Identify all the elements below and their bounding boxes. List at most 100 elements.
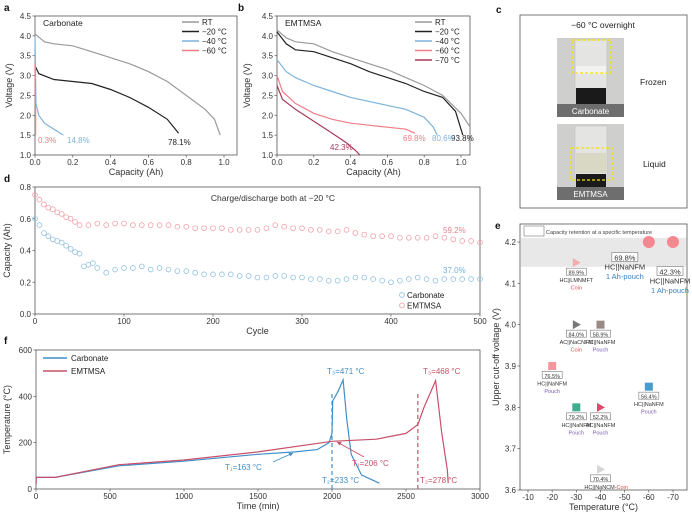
data-point-emtmsa (147, 222, 154, 228)
square-marker (548, 362, 557, 370)
x-tick-label: -40 (595, 493, 607, 502)
x-tick-label: 0.4 (105, 158, 117, 167)
cell-system: HC||NaNFM (537, 382, 567, 388)
data-point-emtmsa (272, 222, 279, 228)
data-point-emtmsa (468, 238, 474, 244)
retention-box (611, 252, 639, 262)
data-point-carbonate (112, 266, 118, 273)
y-tick-label: 4.0 (505, 321, 517, 330)
frozen-label: Frozen (640, 77, 667, 87)
chart-title: Charge/discharge both at −20 °C (211, 193, 335, 203)
y-tick-label: 4.5 (262, 12, 274, 21)
cell-system: HC||NaNFM (650, 277, 691, 286)
retention-value: 76.5% (544, 374, 560, 380)
series-line-60C (34, 63, 37, 136)
data-point-emtmsa (103, 222, 109, 228)
retention-box (590, 329, 611, 338)
emtmsa-vial-label: EMTMSA (573, 190, 608, 199)
vial-glass (574, 39, 608, 91)
legend-marker (399, 302, 405, 309)
y-tick-label: 4.1 (505, 279, 517, 288)
retention-value: 58.9% (593, 333, 609, 339)
panel-label-b: b (238, 3, 244, 14)
y-tick-label: 2.5 (262, 91, 274, 100)
legend-label: EMTMSA (71, 367, 106, 376)
data-point-emtmsa (281, 223, 288, 230)
series-line-70C (276, 85, 361, 156)
series-line-carbonate (35, 377, 380, 485)
data-point-emtmsa (112, 220, 118, 227)
data-point-carbonate (343, 276, 350, 282)
data-point-emtmsa (343, 227, 350, 233)
retention-value: 42.3% (659, 268, 681, 277)
panel-c-title: −60 °C overnight (571, 20, 635, 30)
x-tick-label: 500 (103, 492, 117, 501)
y-axis-title: Upper cut-off voltage (V) (491, 308, 501, 406)
legend-marker (399, 292, 405, 298)
x-tick-label: 0.4 (345, 158, 357, 167)
panel-c-photos: −60 °C overnight Carbonate Frozen EMTMSA… (519, 14, 688, 209)
data-point-carbonate (58, 239, 65, 246)
data-point-emtmsa (76, 222, 83, 228)
y-tick-label: 2.0 (262, 111, 274, 120)
data-point-emtmsa (414, 235, 421, 241)
panel-e-chart: -10 -20 -30 -40 -50 -60 -70 3.6 3.7 3.8 3.9 4.0 4.1 4… (491, 223, 691, 512)
data-point-carbonate (219, 271, 225, 278)
data-point-carbonate (76, 250, 83, 257)
x-tick-label: -20 (546, 493, 558, 502)
legend-box (523, 225, 545, 237)
retention-box (566, 267, 587, 276)
data-point-carbonate (94, 265, 101, 271)
data-point-emtmsa (121, 220, 127, 227)
data-point-carbonate (63, 242, 69, 249)
cell-format: Pouch (593, 348, 609, 354)
x-tick-label: 500 (473, 317, 487, 326)
x-tick-label: -60 (643, 493, 655, 502)
y-tick-label: 3.8 (505, 403, 517, 412)
x-tick-label: 3000 (471, 492, 489, 501)
data-point-carbonate (405, 276, 412, 282)
y-tick-label: 3.5 (20, 52, 32, 61)
data-point-emtmsa (325, 228, 332, 235)
data-point-emtmsa (352, 230, 359, 236)
panel-label-a: a (4, 3, 10, 14)
data-point-carbonate (388, 279, 394, 286)
series-line-RT (276, 29, 471, 128)
retention-value: 79.2% (569, 415, 585, 421)
data-point-carbonate (147, 266, 154, 273)
panel-b-chart: 0.0 0.2 0.4 0.6 0.8 1.0 1.0 1.5 2.0 2.5 3.0 3.5 4.0 4… (242, 12, 474, 177)
y-tick-label: 1.5 (262, 131, 274, 140)
data-point-carbonate (414, 274, 421, 281)
legend-label: −40 °C (435, 37, 460, 46)
x-tick-label: 200 (206, 317, 220, 326)
temperature-annotation: T₁=163 °C (225, 463, 262, 472)
y-tick-label: 600 (19, 346, 33, 355)
series-line-40C (276, 59, 438, 136)
data-point-emtmsa (441, 235, 448, 241)
data-point-emtmsa (405, 235, 412, 241)
cell-format: Pouch (544, 389, 560, 395)
x-tick-label: 1.0 (218, 158, 230, 167)
retention-box (566, 412, 587, 421)
series-line-60C (276, 75, 416, 134)
retention-box (590, 412, 611, 421)
arrow-head-icon (337, 442, 342, 446)
x-tick-label: -10 (522, 493, 534, 502)
y-tick-label: 4.0 (20, 32, 32, 41)
arrow-head-icon (288, 453, 293, 457)
data-point-carbonate (201, 271, 207, 278)
data-point-carbonate (139, 263, 145, 270)
cell-system: HC||NaNFM (586, 423, 616, 429)
y-tick-label: 1.0 (20, 151, 32, 160)
cell-system: HC||NaNFM (605, 263, 646, 272)
cell-system: HC||NaNFM (634, 402, 664, 408)
y-tick-label: 0.4 (20, 247, 32, 256)
y-tick-label: 4.5 (20, 12, 32, 21)
legend-label: Capacity retention at a specific tempera… (546, 230, 652, 236)
data-point-carbonate (183, 268, 190, 274)
y-tick-label: 0.6 (20, 215, 32, 224)
data-point-carbonate (156, 265, 163, 271)
data-point-emtmsa (210, 225, 216, 232)
cell-format: Coin (617, 485, 628, 491)
frozen-electrolyte (576, 66, 606, 74)
